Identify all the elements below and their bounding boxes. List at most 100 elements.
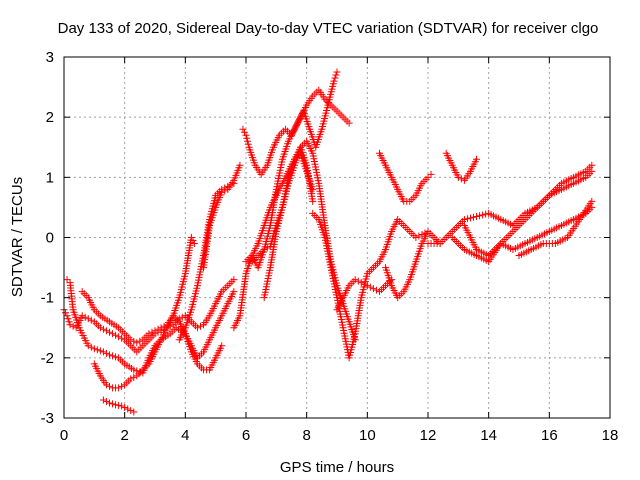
data-point xyxy=(460,215,468,223)
data-point xyxy=(454,173,462,181)
x-tick-label: 14 xyxy=(480,427,497,444)
data-point-interp xyxy=(154,325,162,333)
data-point xyxy=(63,312,71,320)
data-point xyxy=(78,312,86,320)
data-point xyxy=(187,234,195,241)
data-point xyxy=(412,234,420,241)
data-point-interp xyxy=(166,322,174,330)
data-point xyxy=(333,68,341,76)
data-point-interp xyxy=(263,244,271,252)
data-point-interp xyxy=(130,337,138,345)
data-point xyxy=(418,230,426,238)
y-tick-label: -3 xyxy=(41,410,54,427)
data-point xyxy=(242,131,250,139)
data-point xyxy=(102,381,110,389)
data-point-interp xyxy=(87,343,95,351)
data-point-interp xyxy=(118,382,126,390)
grid-lines xyxy=(64,57,610,418)
data-point xyxy=(193,324,201,332)
data-point-interp xyxy=(109,352,117,360)
data-point-interp xyxy=(372,286,380,294)
data-point xyxy=(133,339,141,347)
data-point-interp xyxy=(106,382,113,390)
data-point-interp xyxy=(457,175,465,183)
data-point xyxy=(106,399,113,407)
data-point xyxy=(363,282,371,290)
data-point xyxy=(63,276,71,284)
data-point-interp xyxy=(96,347,104,355)
data-point xyxy=(109,330,117,338)
data-point-interp xyxy=(81,313,89,321)
data-point-interp xyxy=(189,237,197,245)
data-point xyxy=(112,401,120,409)
data-point-interp xyxy=(62,309,70,317)
data-point-interp xyxy=(354,277,362,285)
x-tick-label: 0 xyxy=(60,427,68,444)
data-points xyxy=(60,68,596,416)
data-point xyxy=(127,336,135,344)
data-point xyxy=(309,185,317,193)
data-point-interp xyxy=(332,71,340,79)
data-point-interp xyxy=(106,328,113,336)
data-point-interp xyxy=(148,328,156,336)
data-point xyxy=(130,408,138,416)
data-point xyxy=(90,345,98,353)
data-point-interp xyxy=(93,346,101,354)
data-point xyxy=(84,342,92,350)
data-point xyxy=(357,279,365,287)
x-tick-label: 6 xyxy=(242,427,250,444)
data-point-interp xyxy=(476,212,484,220)
data-point xyxy=(118,402,126,410)
data-point xyxy=(124,405,132,413)
y-tick-label: -1 xyxy=(41,290,54,307)
data-point xyxy=(99,396,107,404)
data-point xyxy=(230,288,238,296)
data-point xyxy=(102,327,110,335)
data-point-interp xyxy=(240,128,248,136)
data-point-interp xyxy=(178,313,186,321)
data-point xyxy=(115,384,123,392)
data-point xyxy=(218,188,226,196)
data-point xyxy=(106,351,113,359)
data-point xyxy=(309,197,317,205)
data-point xyxy=(115,333,123,341)
data-point xyxy=(190,240,198,248)
data-point-interp xyxy=(102,349,110,357)
data-point-interp xyxy=(115,401,123,409)
data-point xyxy=(218,342,226,350)
data-point-interp xyxy=(479,211,487,219)
data-point xyxy=(66,321,74,329)
data-point xyxy=(127,375,135,383)
data-point-interp xyxy=(130,373,138,381)
data-point xyxy=(369,285,377,293)
x-axis-label: GPS time / hours xyxy=(280,459,394,476)
data-point-interp xyxy=(112,331,120,339)
x-tick-label: 10 xyxy=(359,427,376,444)
x-tick-label: 2 xyxy=(120,427,128,444)
data-point-interp xyxy=(366,283,374,291)
data-point xyxy=(230,276,238,284)
data-point xyxy=(588,161,596,169)
data-point-interp xyxy=(160,322,168,330)
data-point xyxy=(473,155,481,163)
y-tick-label: 0 xyxy=(46,230,54,247)
data-point-interp xyxy=(121,403,129,411)
data-point-interp xyxy=(331,74,339,82)
data-point-interp xyxy=(127,406,135,414)
data-point-interp xyxy=(244,137,252,145)
data-point-interp xyxy=(466,214,474,222)
data-point xyxy=(239,125,247,133)
x-tick-label: 4 xyxy=(181,427,189,444)
data-point xyxy=(157,324,165,332)
y-tick-label: -2 xyxy=(41,350,54,367)
data-point-interp xyxy=(64,315,72,323)
data-point xyxy=(145,330,153,338)
data-point xyxy=(130,366,138,374)
data-point xyxy=(96,324,104,332)
data-point xyxy=(84,315,92,323)
data-point xyxy=(430,234,438,241)
data-point xyxy=(427,170,435,178)
data-point-interp xyxy=(112,353,120,361)
